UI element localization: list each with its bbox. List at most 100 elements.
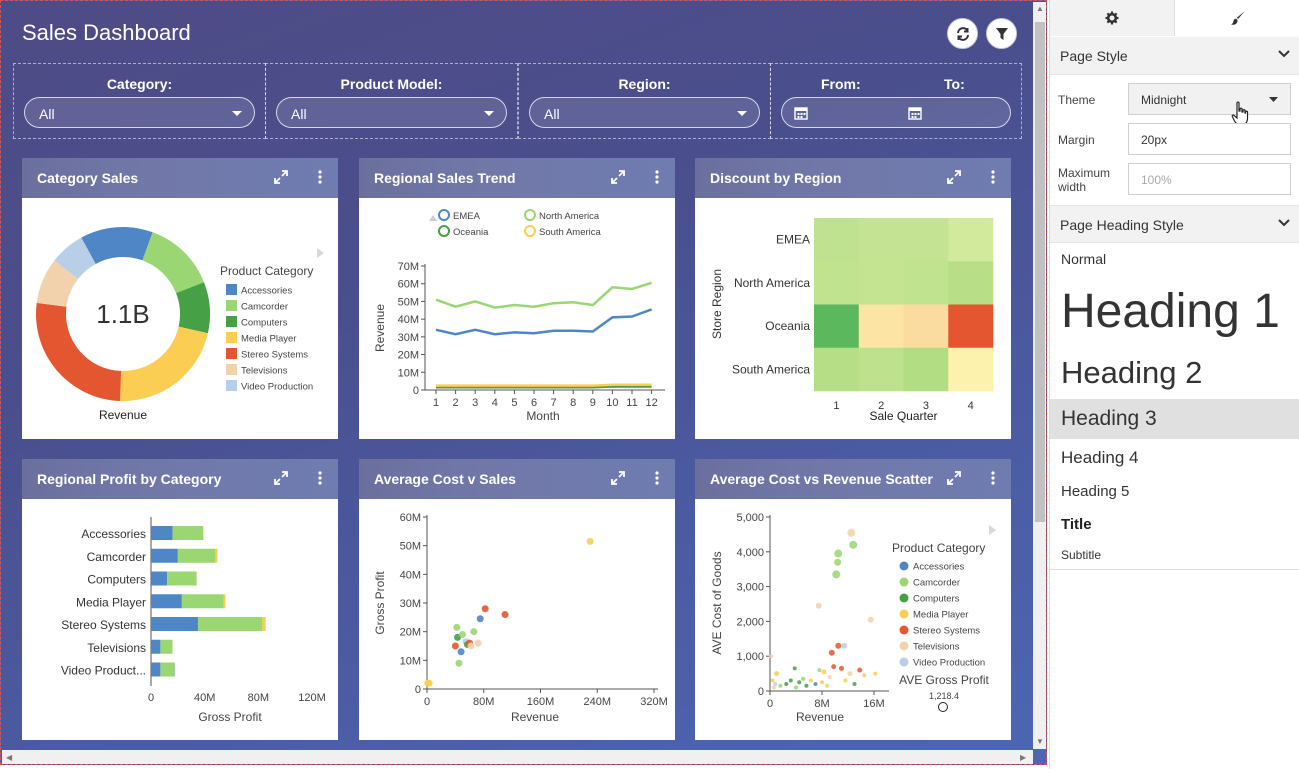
y-tick-label: 70M	[398, 261, 419, 273]
expand-icon[interactable]	[611, 170, 625, 184]
region-select[interactable]: All	[529, 97, 760, 128]
panel-body: 0 1,000 2,000 3,000 4,000 5,000 0 8M 16M Revenue A…	[695, 499, 1011, 740]
heading-option-heading-3[interactable]: Heading 3	[1050, 399, 1299, 439]
heading-option-heading-5[interactable]: Heading 5	[1050, 476, 1299, 508]
scroll-left-icon[interactable]: ◀	[6, 753, 13, 762]
scatter-point	[835, 642, 842, 649]
heading-option-label: Title	[1061, 516, 1092, 533]
date-range-input[interactable]	[781, 97, 1011, 128]
y-tick-label: Computers	[87, 573, 146, 587]
vertical-scroll-thumb[interactable]	[1035, 22, 1045, 522]
more-options-icon[interactable]	[991, 170, 995, 184]
expand-icon[interactable]	[611, 471, 625, 485]
tab-style[interactable]	[1175, 0, 1299, 36]
legend-scroll-arrow-icon	[317, 248, 324, 258]
heading-option-heading-1[interactable]: Heading 1	[1050, 276, 1299, 346]
page-heading-style-title: Page Heading Style	[1060, 217, 1184, 233]
legend-scroll-arrow-icon	[429, 215, 437, 221]
x-axis-label: Revenue	[796, 710, 844, 724]
refresh-button[interactable]	[947, 18, 978, 49]
legend-label: North America	[539, 211, 600, 222]
calendar-icon[interactable]	[794, 106, 808, 120]
more-options-icon[interactable]	[991, 471, 995, 485]
tab-settings[interactable]	[1050, 0, 1175, 36]
expand-icon[interactable]	[947, 471, 961, 485]
panel-title: Average Cost vs Revenue Scatter	[710, 471, 933, 487]
scatter-point	[831, 664, 837, 670]
page-style-title: Page Style	[1060, 48, 1128, 64]
theme-select[interactable]: Midnight	[1128, 83, 1291, 115]
heatmap-cell	[814, 347, 860, 392]
y-tick-label: 40M	[398, 314, 419, 326]
x-tick-label: 40M	[194, 692, 215, 704]
scatter-point	[815, 602, 822, 609]
bar-segment	[151, 594, 182, 609]
y-axis-label: Revenue	[373, 304, 387, 352]
y-tick-label: 0	[415, 684, 421, 696]
y-tick-label: 20M	[400, 627, 421, 639]
scroll-up-icon[interactable]: ▲	[1036, 4, 1044, 13]
vertical-scrollbar[interactable]: ▲ ▼	[1033, 2, 1046, 749]
x-tick-label: 320M	[640, 696, 668, 708]
legend-marker	[438, 225, 450, 237]
heading-option-subtitle[interactable]: Subtitle	[1050, 542, 1299, 570]
donut-center-label: 1.1B	[96, 299, 150, 329]
category-select[interactable]: All	[24, 97, 255, 128]
horizontal-scrollbar[interactable]: ◀ ▶	[2, 750, 1033, 764]
heading-option-title[interactable]: Title	[1050, 510, 1299, 540]
x-tick-label: 1	[833, 400, 839, 412]
more-options-icon[interactable]	[655, 471, 659, 485]
bar-segment	[160, 662, 174, 677]
heading-option-normal[interactable]: Normal	[1050, 243, 1299, 275]
more-options-icon[interactable]	[655, 170, 659, 184]
expand-icon[interactable]	[274, 471, 288, 485]
y-axis-label: Gross Profit	[373, 571, 387, 635]
series-line	[435, 281, 652, 309]
scroll-down-icon[interactable]: ▼	[1036, 737, 1044, 746]
y-tick-label: 4,000	[736, 547, 764, 559]
scatter-point	[832, 570, 841, 579]
product-model-select[interactable]: All	[276, 97, 507, 128]
chevron-down-icon	[1278, 219, 1290, 227]
page-heading-style-header[interactable]: Page Heading Style	[1050, 205, 1299, 243]
max-width-input[interactable]: 100%	[1128, 163, 1291, 195]
margin-input[interactable]: 20px	[1128, 123, 1291, 155]
heatmap-cell	[948, 347, 994, 392]
y-tick-label: Video Product...	[61, 664, 146, 678]
y-tick-label: 40M	[400, 569, 421, 581]
series-line	[435, 308, 653, 336]
cost-revenue-scatter-panel: Average Cost vs Revenue Scatter 0 1,000 2,…	[695, 459, 1011, 740]
filter-button[interactable]	[986, 18, 1017, 49]
legend-label: Camcorder	[241, 302, 288, 313]
more-options-icon[interactable]	[318, 170, 322, 184]
scatter-point	[821, 669, 827, 675]
calendar-icon[interactable]	[908, 106, 922, 120]
x-tick-label: 240M	[583, 696, 611, 708]
margin-input-value: 20px	[1141, 133, 1168, 147]
cost-revenue-bubble-chart: 0 1,000 2,000 3,000 4,000 5,000 0 8M 16M Revenue A…	[710, 512, 996, 724]
bar-segment	[151, 617, 198, 631]
scatter-point	[771, 685, 776, 690]
x-tick-label: 3	[923, 400, 929, 412]
heatmap-cell	[858, 347, 904, 392]
page-style-header[interactable]: Page Style	[1050, 37, 1299, 75]
heading-option-heading-4[interactable]: Heading 4	[1050, 440, 1299, 474]
scatter-point	[792, 666, 797, 671]
scatter-point	[455, 659, 463, 667]
expand-icon[interactable]	[947, 170, 961, 184]
theme-label: Theme	[1058, 93, 1096, 107]
more-options-icon[interactable]	[318, 471, 322, 485]
scatter-point	[839, 665, 844, 671]
heading-option-label: Normal	[1061, 251, 1107, 267]
heading-option-heading-2[interactable]: Heading 2	[1050, 349, 1299, 397]
panel-body: 0 10M 20M 30M 40M 50M 60M 70M 1 2 3 4 5 6 7 8 9 10 11 12 Mon…	[359, 198, 675, 439]
scatter-point	[425, 679, 433, 687]
scroll-right-icon[interactable]: ▶	[1020, 753, 1027, 762]
bar-segment	[262, 617, 266, 631]
expand-icon[interactable]	[274, 170, 288, 184]
chevron-down-icon	[232, 111, 242, 116]
legend-label: Media Player	[241, 334, 296, 345]
y-tick-label: Stereo Systems	[61, 618, 146, 632]
scatter-point	[852, 682, 857, 687]
donut-slice	[36, 260, 79, 307]
